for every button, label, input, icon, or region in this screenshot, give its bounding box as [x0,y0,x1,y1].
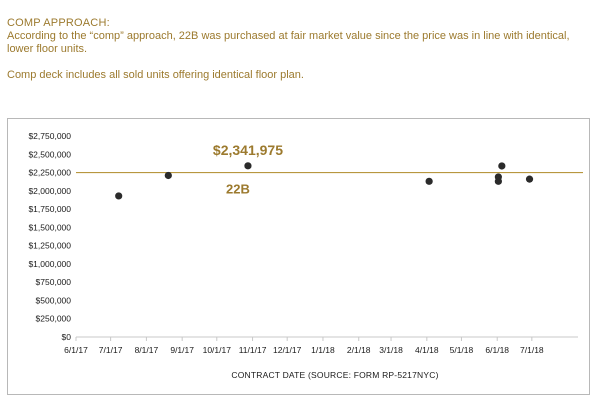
scatter-chart: $0 $250,000 $500,000 $750,000 $1,000,000 $1,2… [28,131,583,380]
x-tick-label: 3/1/18 [379,345,403,355]
data-point [244,162,252,170]
y-tick-label: $1,750,000 [28,204,71,214]
x-axis-label: CONTRACT DATE (SOURCE: FORM RP-5217NYC) [231,370,438,380]
section-title: COMP APPROACH: [7,17,110,29]
x-tick-label: 9/1/17 [170,345,194,355]
x-tick-label: 11/1/17 [239,345,267,355]
y-tick-label: $2,250,000 [28,168,71,178]
x-tick-label: 10/1/17 [203,345,232,355]
data-point [164,171,172,180]
data-point [494,173,502,181]
y-tick-label: $1,000,000 [28,259,71,269]
y-tick-label: $2,000,000 [28,186,71,196]
y-tick-label: $2,500,000 [28,149,71,159]
x-tick-label: 7/1/17 [99,345,123,355]
x-tick-label: 6/1/18 [485,345,509,355]
chart-frame: $0 $250,000 $500,000 $750,000 $1,000,000 $1,2… [7,118,590,395]
y-tick-label: $1,500,000 [28,222,71,232]
x-tick-label: 7/1/18 [520,345,544,355]
data-point [498,162,506,170]
x-tick-label: 1/1/18 [311,345,335,355]
y-tick-label: $1,250,000 [28,241,71,251]
data-point [425,177,433,185]
x-tick-label: 5/1/18 [450,345,474,355]
x-tick-label: 4/1/18 [415,345,439,355]
intro-paragraph: According to the “comp” approach, 22B wa… [7,30,570,55]
data-point [115,192,123,200]
y-tick-label: $0 [62,332,72,342]
y-tick-label: $2,750,000 [28,131,71,141]
x-tick-label: 12/1/17 [273,345,302,355]
data-point [525,175,534,183]
intro-paragraph-comp-deck: Comp deck includes all sold units offeri… [7,69,304,81]
intro-text: COMP APPROACH: According to the “comp” a… [7,17,593,82]
x-tick-label: 2/1/18 [347,345,371,355]
y-tick-label: $250,000 [36,314,72,324]
y-tick-label: $750,000 [36,277,72,287]
y-tick-label: $500,000 [36,295,72,305]
x-tick-label: 6/1/17 [64,345,88,355]
annotation-price-label: $2,341,975 [213,142,283,158]
x-tick-label: 8/1/17 [135,345,159,355]
annotation-unit-label: 22B [226,182,250,197]
